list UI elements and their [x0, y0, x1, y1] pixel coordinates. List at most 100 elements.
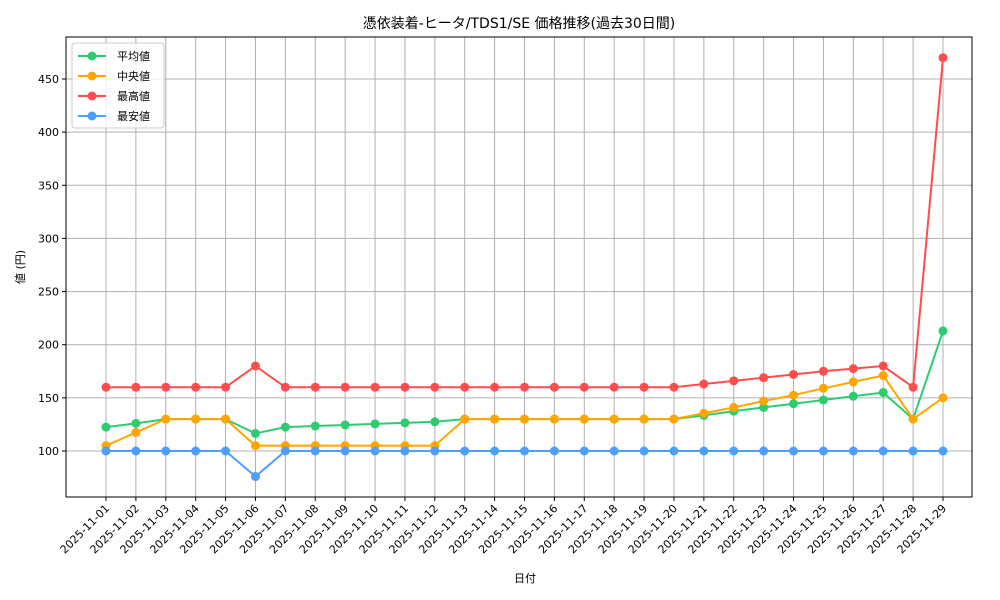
- legend-marker-icon: [87, 71, 97, 81]
- data-point: [729, 376, 739, 386]
- data-point: [370, 446, 380, 456]
- data-point: [639, 414, 649, 424]
- data-point: [908, 382, 918, 392]
- data-point: [430, 417, 440, 427]
- data-point: [490, 446, 500, 456]
- data-point: [280, 422, 290, 432]
- data-point: [818, 395, 828, 405]
- data-point: [579, 382, 589, 392]
- data-point: [310, 446, 320, 456]
- data-point: [759, 396, 769, 406]
- data-point: [101, 422, 111, 432]
- data-point: [460, 414, 470, 424]
- x-axis-ticks: 2025-11-012025-11-022025-11-032025-11-04…: [58, 497, 949, 556]
- data-point: [191, 414, 201, 424]
- data-point: [490, 414, 500, 424]
- data-point: [549, 414, 559, 424]
- grid-lines: [66, 37, 972, 497]
- legend-label: 中央値: [117, 70, 150, 83]
- data-point: [520, 446, 529, 456]
- y-tick-label: 250: [38, 286, 59, 299]
- data-point: [609, 446, 619, 456]
- series-2: [101, 53, 948, 392]
- data-point: [789, 369, 799, 379]
- y-tick-label: 100: [38, 445, 59, 458]
- data-point: [759, 446, 769, 456]
- data-point: [430, 446, 440, 456]
- chart-title: 憑依装着-ヒータ/TDS1/SE 価格推移(過去30日間): [363, 16, 676, 32]
- data-point: [549, 446, 559, 456]
- y-tick-label: 200: [38, 339, 59, 352]
- data-point: [669, 414, 679, 424]
- data-point: [221, 446, 231, 456]
- legend-marker-icon: [87, 51, 97, 61]
- y-axis-label: 値 (円): [14, 250, 27, 284]
- data-point: [579, 446, 589, 456]
- data-point: [250, 441, 260, 451]
- legend-label: 最高値: [117, 89, 150, 103]
- data-point: [549, 382, 559, 392]
- data-point: [221, 414, 231, 424]
- data-point: [639, 446, 649, 456]
- data-point: [789, 446, 799, 456]
- y-tick-label: 150: [38, 392, 59, 405]
- data-point: [340, 420, 350, 430]
- data-point: [101, 382, 111, 392]
- data-point: [579, 414, 589, 424]
- data-point: [938, 393, 948, 403]
- data-point: [878, 371, 888, 381]
- data-point: [818, 446, 828, 456]
- data-point: [878, 388, 888, 398]
- x-axis-label: 日付: [514, 572, 536, 585]
- data-point: [818, 383, 828, 393]
- data-point: [340, 382, 350, 392]
- data-point: [818, 366, 828, 376]
- data-point: [878, 446, 888, 456]
- data-point: [161, 446, 171, 456]
- data-point: [848, 364, 858, 374]
- legend-marker-icon: [87, 91, 97, 101]
- y-tick-label: 400: [38, 126, 59, 139]
- data-point: [938, 53, 948, 63]
- y-tick-label: 300: [38, 232, 59, 245]
- data-point: [310, 382, 320, 392]
- data-point: [280, 446, 290, 456]
- data-point: [699, 379, 709, 389]
- data-point: [161, 382, 171, 392]
- data-point: [280, 382, 290, 392]
- data-point: [848, 377, 858, 387]
- legend-box: [71, 42, 165, 129]
- data-point: [729, 446, 739, 456]
- data-point: [460, 446, 470, 456]
- legend-label: 最安値: [117, 109, 150, 123]
- data-point: [848, 446, 858, 456]
- legend-label: 平均値: [117, 50, 150, 63]
- data-point: [908, 446, 918, 456]
- data-point: [370, 382, 380, 392]
- data-point: [490, 382, 500, 392]
- data-point: [400, 446, 410, 456]
- data-point: [759, 402, 769, 412]
- data-point: [191, 446, 201, 456]
- y-tick-label: 450: [38, 73, 59, 86]
- data-point: [669, 446, 679, 456]
- data-point: [789, 399, 799, 409]
- data-point: [789, 390, 799, 400]
- data-point: [250, 428, 260, 438]
- data-point: [131, 382, 141, 392]
- data-point: [161, 414, 171, 424]
- data-point: [729, 402, 739, 412]
- data-point: [310, 421, 320, 431]
- data-point: [250, 472, 260, 482]
- data-point: [370, 419, 380, 429]
- data-point: [699, 408, 709, 418]
- data-point: [520, 414, 529, 424]
- y-axis-ticks: 100 150 200 250 300 350 400 450: [38, 73, 66, 458]
- data-point: [400, 418, 410, 428]
- data-point: [759, 373, 769, 383]
- data-point: [191, 382, 201, 392]
- data-point: [400, 382, 410, 392]
- series-3: [101, 446, 948, 482]
